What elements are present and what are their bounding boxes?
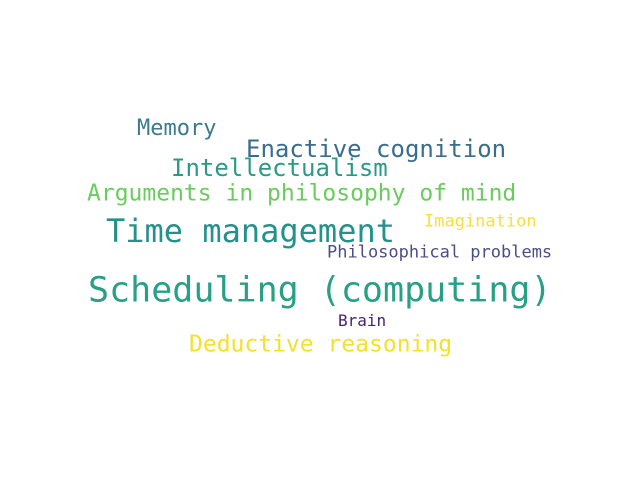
word-arguments-in-philosophy-of-mind: Arguments in philosophy of mind xyxy=(87,180,517,207)
word-enactive-cognition: Enactive cognition xyxy=(246,135,507,163)
word-intellectualism: Intellectualism xyxy=(171,154,388,182)
word-brain: Brain xyxy=(338,311,387,330)
word-scheduling-computing: Scheduling (computing) xyxy=(88,270,552,311)
word-time-management: Time management xyxy=(106,212,395,250)
word-imagination: Imagination xyxy=(424,211,537,232)
word-deductive-reasoning: Deductive reasoning xyxy=(189,331,453,358)
word-memory: Memory xyxy=(137,116,217,141)
word-philosophical-problems: Philosophical problems xyxy=(327,242,553,263)
